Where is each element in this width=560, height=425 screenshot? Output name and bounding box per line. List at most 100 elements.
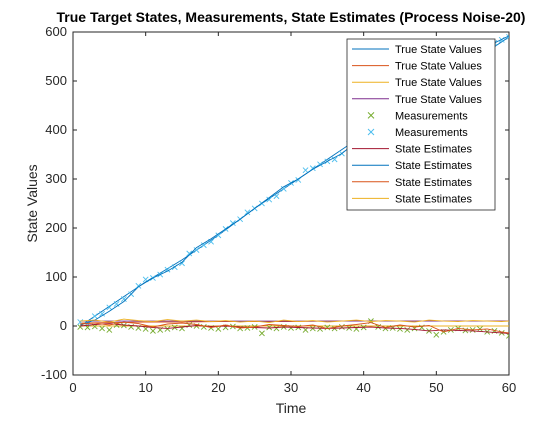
legend-marker-b	[367, 112, 375, 119]
legend-label-4: Measurements	[395, 110, 468, 122]
x-tick-label-4: 40	[356, 380, 370, 395]
x-tick-label-2: 20	[211, 380, 225, 395]
marker-stroke-b	[91, 313, 98, 320]
marker-4-6	[120, 322, 127, 329]
marker-stroke-b	[77, 319, 84, 325]
x-tick-label-3: 30	[284, 380, 298, 395]
marker-stroke-b	[179, 260, 185, 267]
marker-stroke-b	[150, 327, 156, 334]
legend-label-2: True State Values	[395, 77, 482, 89]
marker-stroke-b	[338, 324, 345, 330]
marker-stroke-b	[477, 326, 483, 332]
marker-stroke-b	[193, 323, 200, 329]
legend-label-5: Measurements	[395, 127, 468, 139]
marker-5-15	[186, 250, 193, 257]
marker-5-14	[179, 260, 185, 267]
marker-stroke-b	[200, 324, 207, 330]
marker-stroke-a	[506, 33, 509, 38]
marker-4-12	[164, 326, 171, 332]
marker-5-27	[273, 193, 280, 200]
marker-4-25	[259, 330, 265, 337]
marker-4-0	[77, 324, 84, 330]
marker-stroke-b	[135, 282, 142, 289]
marker-4-27	[273, 325, 280, 332]
marker-4-4	[106, 327, 113, 333]
marker-4-10	[150, 327, 156, 334]
marker-stroke-b	[208, 238, 214, 245]
marker-stroke-b	[215, 232, 222, 239]
marker-4-44	[397, 326, 403, 332]
marker-stroke-b	[331, 156, 338, 163]
marker-stroke-b	[244, 325, 251, 331]
marker-5-59	[506, 33, 509, 40]
marker-stroke-b	[244, 209, 251, 216]
marker-5-23	[244, 209, 251, 216]
marker-stroke-b	[193, 247, 200, 253]
marker-4-34	[324, 324, 331, 331]
marker-4-26	[266, 324, 273, 331]
marker-stroke-b	[200, 242, 207, 249]
legend-label-1: True State Values	[395, 61, 482, 73]
x-tick-label-5: 50	[429, 380, 443, 395]
x-tick-label-0: 0	[69, 380, 76, 395]
chart-title: True Target States, Measurements, State …	[57, 9, 526, 25]
marker-stroke-b	[186, 250, 193, 257]
marker-stroke-b	[99, 310, 105, 317]
marker-5-26	[266, 196, 273, 203]
marker-stroke-b	[506, 335, 509, 339]
marker-stroke-b	[120, 296, 127, 302]
marker-stroke-b	[266, 196, 273, 203]
y-tick-label-4: 300	[45, 171, 67, 186]
y-tick-label-1: 0	[60, 318, 67, 333]
marker-4-45	[404, 327, 411, 333]
marker-4-19	[215, 326, 222, 332]
legend-marker-b	[367, 128, 375, 136]
legend-label-0: True State Values	[395, 44, 482, 56]
x-axis-label: Time	[276, 400, 307, 416]
legend-swatch-4	[367, 112, 375, 119]
legend-label-9: State Estimates	[395, 193, 473, 205]
series-line-9	[80, 318, 509, 324]
marker-5-17	[200, 242, 207, 249]
marker-4-23	[244, 325, 251, 331]
marker-5-16	[193, 247, 200, 253]
marker-5-4	[106, 304, 113, 311]
legend-label-7: State Estimates	[395, 160, 473, 172]
y-axis-label: State Values	[24, 164, 40, 242]
marker-stroke-b	[324, 324, 331, 331]
marker-4-49	[433, 331, 440, 338]
marker-5-35	[331, 156, 338, 163]
marker-4-55	[477, 326, 483, 332]
marker-stroke-b	[397, 326, 403, 332]
marker-stroke-a	[506, 332, 509, 337]
legend-label-6: State Estimates	[395, 144, 473, 156]
marker-stroke-b	[273, 325, 280, 332]
marker-5-28	[280, 185, 287, 192]
marker-stroke-b	[113, 301, 120, 307]
y-tick-label-6: 500	[45, 73, 67, 88]
marker-4-36	[338, 324, 345, 330]
y-tick-label-2: 100	[45, 269, 67, 284]
marker-stroke-b	[164, 266, 171, 273]
marker-5-2	[91, 313, 98, 320]
legend-swatch-5	[367, 128, 375, 136]
marker-stroke-b	[266, 324, 273, 331]
marker-stroke-b	[164, 326, 171, 332]
marker-stroke-b	[142, 276, 149, 283]
marker-stroke-b	[215, 326, 222, 332]
marker-5-19	[215, 232, 222, 239]
marker-5-8	[135, 282, 142, 289]
y-tick-label-0: -100	[41, 367, 67, 382]
series-line-8	[80, 321, 509, 334]
y-tick-label-5: 400	[45, 122, 67, 137]
marker-5-31	[302, 167, 309, 174]
marker-5-3	[99, 310, 105, 317]
marker-stroke-b	[273, 193, 280, 200]
marker-stroke-b	[106, 327, 113, 333]
marker-stroke-b	[99, 325, 105, 332]
marker-stroke-b	[433, 331, 440, 338]
marker-stroke-b	[404, 327, 411, 333]
x-tick-label-1: 10	[138, 380, 152, 395]
marker-stroke-b	[382, 325, 389, 332]
